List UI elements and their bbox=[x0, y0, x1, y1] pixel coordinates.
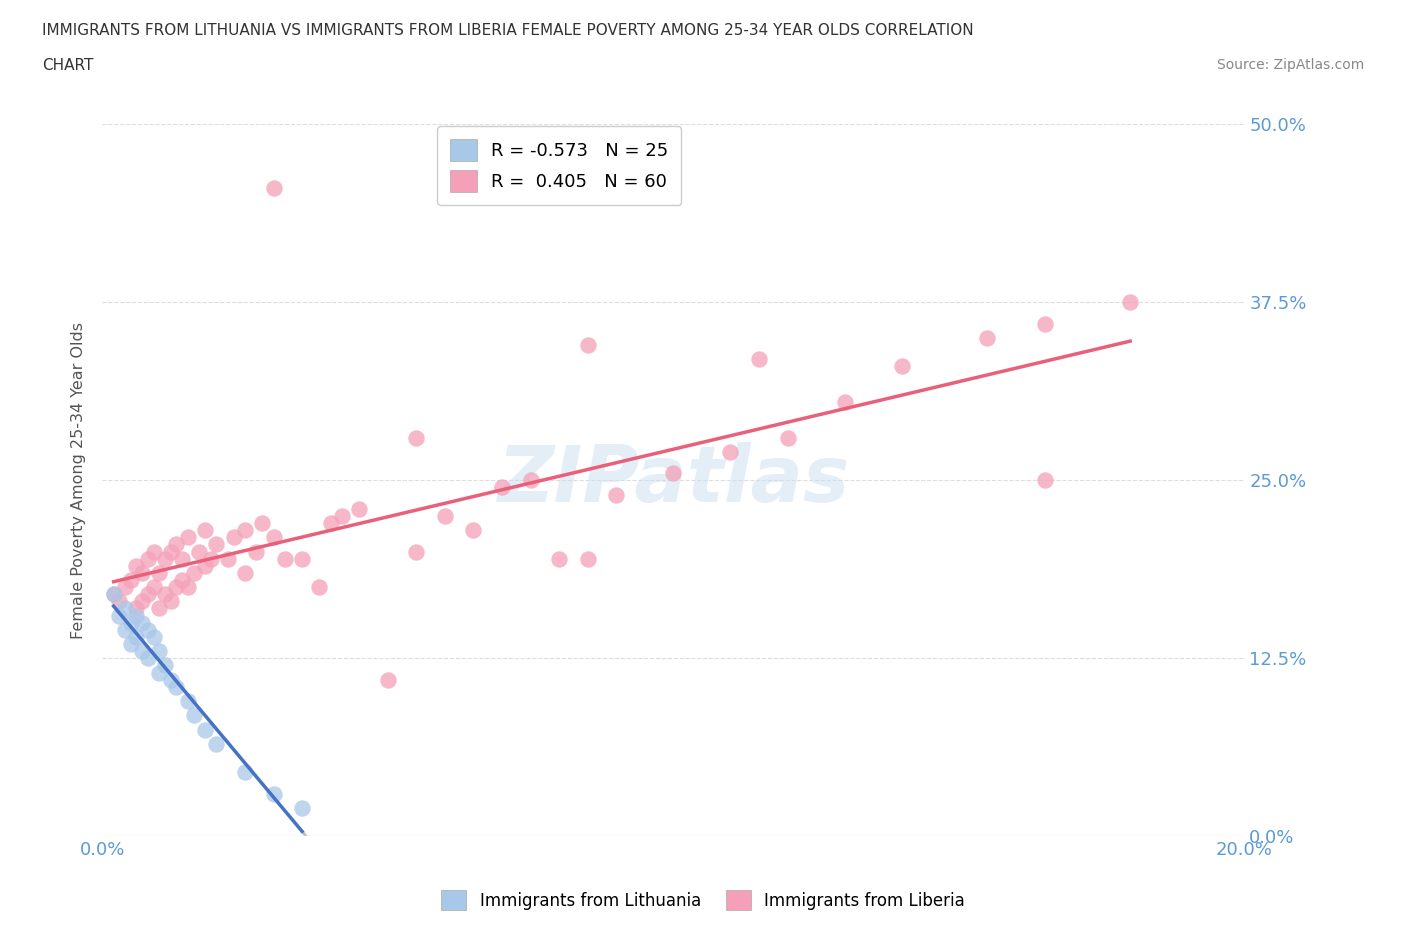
Point bbox=[148, 601, 170, 616]
Text: Source: ZipAtlas.com: Source: ZipAtlas.com bbox=[1216, 58, 1364, 72]
Point bbox=[194, 558, 217, 573]
Text: ZIPatlas: ZIPatlas bbox=[498, 443, 849, 518]
Point bbox=[205, 737, 228, 751]
Point bbox=[114, 622, 136, 637]
Point bbox=[330, 509, 353, 524]
Point bbox=[188, 544, 211, 559]
Point bbox=[136, 622, 159, 637]
Point bbox=[166, 680, 188, 695]
Point bbox=[153, 658, 176, 673]
Point bbox=[405, 544, 427, 559]
Point bbox=[605, 487, 627, 502]
Point bbox=[120, 573, 142, 588]
Point bbox=[148, 565, 170, 580]
Point bbox=[103, 587, 125, 602]
Point bbox=[576, 338, 599, 352]
Point bbox=[142, 544, 165, 559]
Point bbox=[172, 573, 194, 588]
Point bbox=[274, 551, 297, 566]
Point bbox=[263, 786, 285, 801]
Point bbox=[108, 594, 131, 609]
Point bbox=[148, 644, 170, 658]
Point bbox=[177, 530, 200, 545]
Point bbox=[491, 480, 513, 495]
Point bbox=[183, 565, 205, 580]
Text: CHART: CHART bbox=[42, 58, 94, 73]
Y-axis label: Female Poverty Among 25-34 Year Olds: Female Poverty Among 25-34 Year Olds bbox=[72, 322, 86, 639]
Point bbox=[233, 523, 256, 538]
Point bbox=[308, 579, 330, 594]
Point bbox=[548, 551, 571, 566]
Point bbox=[976, 330, 998, 345]
Point bbox=[748, 352, 770, 366]
Point bbox=[662, 466, 685, 481]
Point bbox=[1033, 316, 1056, 331]
Point bbox=[194, 523, 217, 538]
Point bbox=[463, 523, 485, 538]
Point bbox=[103, 587, 125, 602]
Point bbox=[136, 651, 159, 666]
Point bbox=[177, 694, 200, 709]
Point bbox=[319, 515, 342, 530]
Point bbox=[166, 537, 188, 551]
Point bbox=[153, 587, 176, 602]
Point bbox=[131, 644, 153, 658]
Point bbox=[125, 608, 148, 623]
Point bbox=[347, 501, 370, 516]
Point bbox=[222, 530, 245, 545]
Point bbox=[136, 587, 159, 602]
Point bbox=[114, 579, 136, 594]
Point bbox=[114, 601, 136, 616]
Point bbox=[120, 637, 142, 652]
Text: IMMIGRANTS FROM LITHUANIA VS IMMIGRANTS FROM LIBERIA FEMALE POVERTY AMONG 25-34 : IMMIGRANTS FROM LITHUANIA VS IMMIGRANTS … bbox=[42, 23, 974, 38]
Point bbox=[131, 594, 153, 609]
Point bbox=[377, 672, 399, 687]
Point bbox=[233, 565, 256, 580]
Point bbox=[720, 445, 742, 459]
Point bbox=[142, 630, 165, 644]
Point bbox=[519, 472, 541, 487]
Point bbox=[131, 616, 153, 631]
Point bbox=[1119, 295, 1142, 310]
Point bbox=[136, 551, 159, 566]
Point bbox=[405, 431, 427, 445]
Point bbox=[291, 801, 314, 816]
Point bbox=[433, 509, 456, 524]
Point bbox=[131, 565, 153, 580]
Point bbox=[183, 708, 205, 723]
Point bbox=[148, 665, 170, 680]
Point bbox=[263, 181, 285, 196]
Point bbox=[576, 551, 599, 566]
Point bbox=[217, 551, 239, 566]
Point bbox=[108, 608, 131, 623]
Point bbox=[194, 722, 217, 737]
Point bbox=[159, 672, 181, 687]
Point bbox=[159, 594, 181, 609]
Point bbox=[177, 579, 200, 594]
Point bbox=[172, 551, 194, 566]
Point bbox=[166, 579, 188, 594]
Point bbox=[125, 558, 148, 573]
Point bbox=[776, 431, 799, 445]
Legend: R = -0.573   N = 25, R =  0.405   N = 60: R = -0.573 N = 25, R = 0.405 N = 60 bbox=[437, 126, 681, 205]
Point bbox=[205, 537, 228, 551]
Point bbox=[142, 579, 165, 594]
Point bbox=[834, 394, 856, 409]
Legend: Immigrants from Lithuania, Immigrants from Liberia: Immigrants from Lithuania, Immigrants fr… bbox=[434, 884, 972, 917]
Point bbox=[153, 551, 176, 566]
Point bbox=[1033, 472, 1056, 487]
Point bbox=[245, 544, 267, 559]
Point bbox=[120, 616, 142, 631]
Point bbox=[890, 359, 912, 374]
Point bbox=[250, 515, 273, 530]
Point bbox=[125, 601, 148, 616]
Point bbox=[291, 551, 314, 566]
Point bbox=[200, 551, 222, 566]
Point bbox=[125, 630, 148, 644]
Point bbox=[263, 530, 285, 545]
Point bbox=[233, 764, 256, 779]
Point bbox=[159, 544, 181, 559]
